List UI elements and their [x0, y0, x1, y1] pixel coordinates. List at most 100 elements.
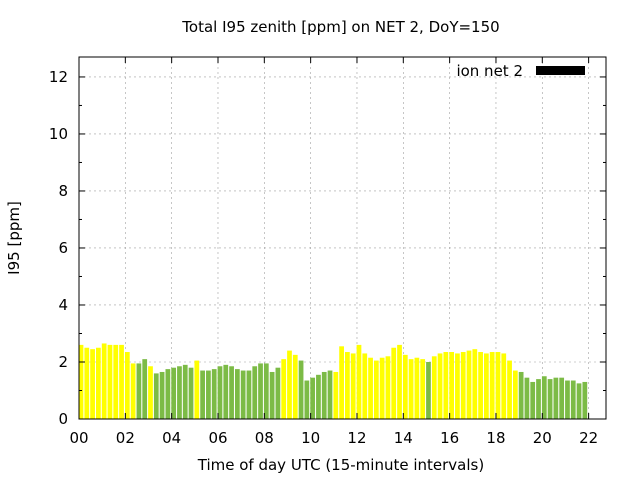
bar [565, 380, 570, 419]
bar [570, 380, 576, 419]
x-tick-label: 10 [301, 429, 320, 447]
bar [402, 354, 408, 419]
bar [518, 371, 524, 419]
bar [95, 347, 101, 419]
bar [339, 346, 344, 419]
x-tick-label: 12 [347, 429, 366, 447]
bar [78, 344, 84, 419]
x-tick-label: 06 [208, 429, 227, 447]
legend-swatch [536, 66, 585, 75]
bar [107, 344, 113, 419]
bar [443, 352, 449, 419]
y-tick-label: 0 [58, 410, 68, 428]
x-axis-label: Time of day UTC (15-minute intervals) [197, 456, 484, 474]
bar [356, 344, 362, 419]
bar [460, 352, 466, 419]
bar [153, 373, 159, 419]
bar [414, 357, 420, 419]
bar [437, 353, 443, 419]
bar [426, 361, 431, 419]
bar [177, 366, 182, 419]
bar [472, 349, 478, 419]
x-tick-label: 22 [579, 429, 598, 447]
bar [240, 370, 246, 419]
bar [200, 370, 205, 419]
x-tick-label: 18 [486, 429, 505, 447]
x-tick-label: 00 [69, 429, 88, 447]
bar [223, 364, 229, 419]
bar [489, 352, 495, 419]
bar [275, 367, 281, 419]
bar [536, 379, 541, 419]
bar [281, 359, 287, 419]
y-axis-ticks: 0 2 4 6 8 10 12 [49, 68, 606, 428]
bar [194, 360, 200, 419]
legend-label: ion net 2 [456, 62, 523, 80]
x-tick-label: 02 [116, 429, 135, 447]
bar [512, 370, 518, 419]
bar [501, 353, 507, 419]
bar [113, 344, 119, 419]
bar [269, 371, 275, 419]
bar [449, 352, 455, 419]
bar [165, 369, 171, 419]
bar [148, 366, 153, 419]
y-tick-label: 2 [58, 353, 68, 371]
bar [321, 371, 327, 419]
legend: ion net 2 [456, 62, 585, 80]
bar [431, 356, 437, 419]
bar [507, 360, 512, 419]
bar [188, 367, 194, 419]
bar [391, 347, 397, 419]
bar [142, 359, 148, 419]
bar [211, 369, 217, 419]
bar [373, 360, 379, 419]
bar [420, 359, 426, 419]
bar [258, 363, 263, 419]
bar [171, 367, 177, 419]
bar [466, 350, 472, 419]
y-tick-label: 12 [49, 68, 68, 86]
bar [90, 349, 95, 419]
bar [478, 352, 483, 419]
y-tick-label: 6 [58, 239, 68, 257]
plot-frame [78, 56, 607, 420]
x-tick-label: 04 [162, 429, 181, 447]
bar [229, 366, 234, 419]
bar [385, 356, 391, 419]
bar [119, 344, 124, 419]
bar [333, 371, 339, 419]
chart-title: Total I95 zenith [ppm] on NET 2, DoY=150 [181, 18, 499, 36]
bar [495, 352, 501, 419]
bar [246, 370, 252, 419]
bar [379, 357, 385, 419]
bar [298, 360, 304, 419]
bar [101, 343, 107, 419]
bar [84, 347, 90, 419]
bar [397, 344, 402, 419]
bar [263, 363, 269, 419]
x-tick-label: 16 [440, 429, 459, 447]
bar [530, 381, 536, 419]
y-tick-label: 4 [58, 296, 68, 314]
bar [310, 377, 316, 419]
bar [541, 376, 547, 419]
grid-lines [79, 57, 606, 419]
bar [130, 363, 136, 419]
bar [316, 374, 321, 419]
bar [559, 377, 565, 419]
x-tick-label: 14 [394, 429, 413, 447]
bar [408, 359, 414, 419]
bar [287, 350, 292, 419]
bar [582, 381, 588, 419]
bar [159, 371, 165, 419]
x-axis-ticks: 00 02 04 06 08 10 12 14 16 18 20 22 [69, 57, 598, 447]
bar [217, 366, 223, 419]
bar [327, 370, 333, 419]
bar [547, 379, 553, 419]
bar [362, 353, 368, 419]
bar [292, 354, 298, 419]
bar [524, 377, 530, 419]
x-tick-label: 20 [533, 429, 552, 447]
